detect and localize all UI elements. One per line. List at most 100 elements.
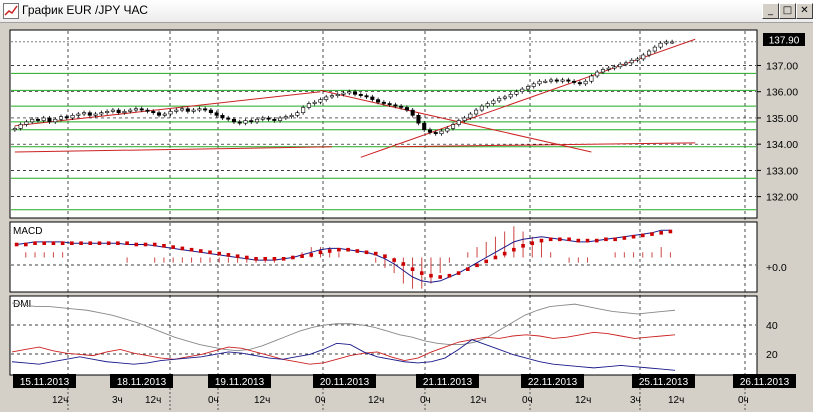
- macd-signal-dot: [70, 241, 74, 245]
- close-button[interactable]: ✕: [796, 3, 813, 19]
- date-label-box: [416, 374, 479, 388]
- macd-signal-dot: [466, 267, 470, 271]
- candle-body: [502, 96, 507, 99]
- candle-body: [174, 109, 179, 112]
- candle-body: [381, 101, 386, 104]
- hour-label: 0ч: [420, 395, 431, 406]
- candle-body: [278, 117, 283, 121]
- candle-body: [76, 113, 81, 116]
- macd-signal-dot: [548, 237, 553, 242]
- candle-body: [35, 118, 40, 121]
- candle-body: [168, 111, 173, 115]
- macd-signal-dot: [272, 257, 277, 261]
- candle-body: [122, 111, 127, 113]
- candle-body: [514, 91, 519, 95]
- date-label: 26.11.2013: [740, 377, 790, 388]
- macd-signal-dot: [456, 271, 461, 275]
- macd-signal-dot: [116, 241, 120, 245]
- candle-body: [254, 118, 260, 123]
- candle-body: [600, 69, 605, 73]
- macd-signal-dot: [97, 241, 102, 245]
- date-label-box: [313, 374, 376, 388]
- candle-body: [70, 115, 75, 119]
- hour-label: 12ч: [575, 395, 591, 406]
- candle-body: [99, 112, 104, 115]
- hour-label: 12ч: [145, 395, 161, 406]
- candle-body: [347, 91, 352, 94]
- candle-body: [266, 117, 271, 120]
- hour-label: 12ч: [368, 395, 384, 406]
- macd-signal-dot: [558, 237, 562, 242]
- candle-body: [18, 124, 23, 129]
- price-tick-label: 137.00: [766, 60, 798, 72]
- candle-body: [231, 118, 236, 123]
- candle-body: [180, 108, 185, 111]
- candle-body: [445, 128, 450, 132]
- candle-body: [629, 59, 634, 64]
- macd-signal-dot: [594, 238, 599, 243]
- candle-body: [497, 97, 502, 102]
- candle-body: [249, 120, 254, 123]
- candle-body: [116, 109, 121, 113]
- current-price-tag: [763, 33, 805, 46]
- candle-body: [58, 116, 64, 120]
- candle-body: [289, 115, 294, 117]
- candle-body: [272, 118, 277, 121]
- candle-body: [191, 109, 196, 112]
- candle-body: [618, 63, 623, 68]
- candle-body: [641, 54, 646, 60]
- macd-signal-dot: [383, 254, 387, 258]
- macd-signal-dot: [88, 241, 93, 245]
- candle-body: [82, 112, 87, 115]
- candle-body: [393, 104, 398, 107]
- macd-signal-dot: [401, 262, 406, 266]
- date-label-box: [208, 374, 271, 388]
- macd-signal-dot: [180, 246, 185, 251]
- macd-signal-dot: [24, 242, 28, 247]
- candle-body: [474, 109, 479, 115]
- candle-body: [162, 113, 167, 116]
- price-tick-label: 133.00: [766, 165, 798, 177]
- candle-body: [335, 94, 340, 96]
- macd-signal-dot: [235, 254, 240, 258]
- candle-body: [93, 113, 98, 116]
- hour-label: 0ч: [208, 395, 219, 406]
- price-axis: 137.00 136.00 135.00 134.00 133.00 132.00: [11, 41, 798, 204]
- maximize-button[interactable]: □: [779, 3, 796, 19]
- macd-signal-dot: [208, 250, 212, 255]
- trend-line: [14, 146, 332, 153]
- macd-signal-dot: [493, 255, 498, 260]
- macd-signal-dot: [429, 273, 433, 278]
- candle-body: [479, 105, 484, 111]
- dmi-panel[interactable]: [9, 295, 758, 376]
- candle-body: [531, 83, 536, 87]
- minimize-button[interactable]: _: [762, 3, 779, 19]
- date-label: 22.11.2013: [528, 377, 578, 388]
- candle-body: [485, 103, 490, 107]
- price-tick-label: 134.00: [766, 139, 798, 151]
- date-label-box: [632, 374, 695, 388]
- candle-body: [53, 118, 58, 123]
- macd-signal-dot: [567, 237, 571, 242]
- macd-signal-dot: [576, 238, 581, 243]
- macd-signal-dot: [585, 238, 590, 243]
- title-bar[interactable]: График EUR /JPY ЧАС _ □ ✕: [0, 0, 813, 23]
- candle-body: [64, 116, 69, 119]
- dmi-minus-line: [11, 339, 676, 371]
- date-label: 21.11.2013: [423, 377, 473, 388]
- macd-signal-dot: [143, 242, 148, 247]
- candle-body: [537, 80, 542, 85]
- candle-body: [577, 82, 582, 85]
- chart-area[interactable]: 137.00 136.00 135.00 134.00 133.00 132.00 137…: [0, 22, 813, 412]
- candle-body: [30, 118, 35, 123]
- candle-body: [306, 103, 311, 108]
- macd-signal-dot: [162, 244, 166, 248]
- candle-body: [508, 94, 513, 98]
- candle-body: [433, 132, 438, 134]
- hour-label: 12ч: [52, 395, 68, 406]
- candle-body: [370, 96, 375, 100]
- hour-label: 3ч: [630, 395, 641, 406]
- candle-body: [589, 75, 594, 82]
- macd-signal-dot: [419, 271, 424, 275]
- price-tick-label: 132.00: [766, 192, 798, 204]
